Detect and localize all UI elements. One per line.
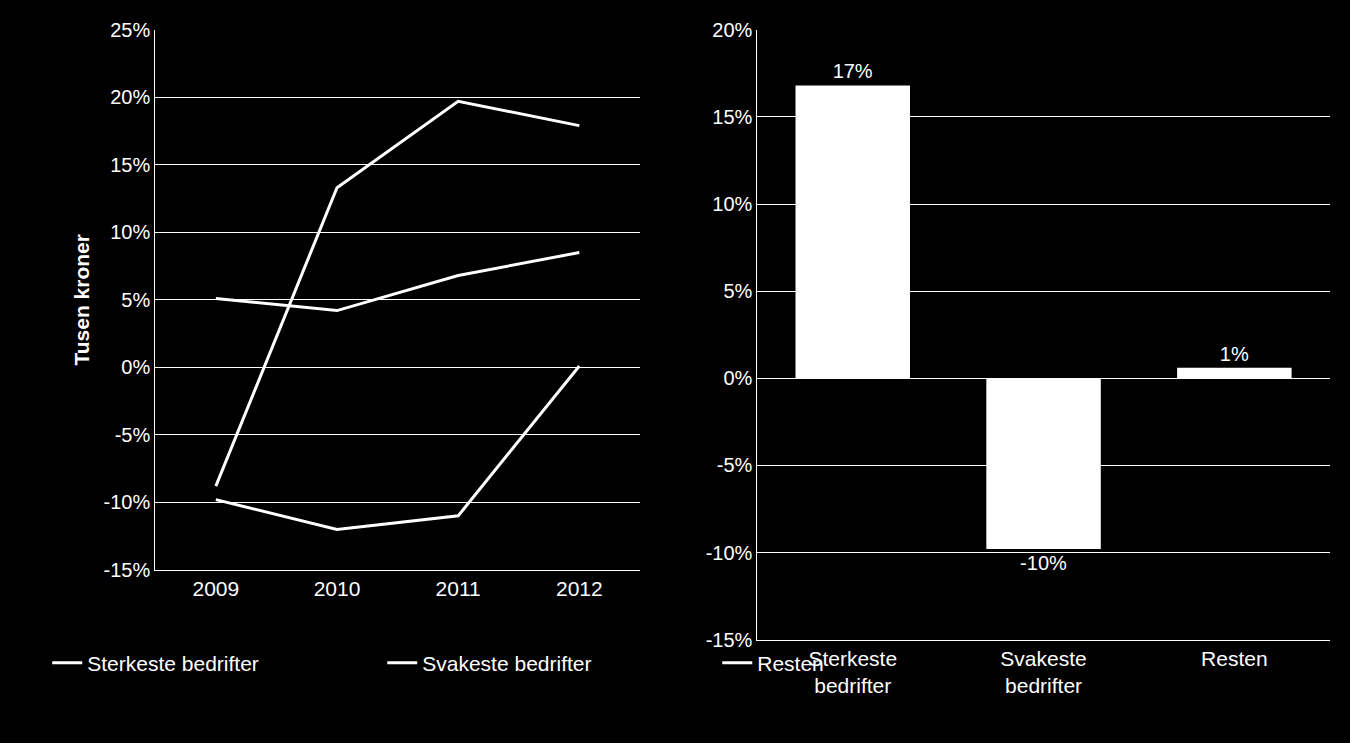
svg-text:15%: 15% xyxy=(110,154,150,176)
svg-text:20%: 20% xyxy=(110,86,150,108)
svg-text:2011: 2011 xyxy=(436,577,481,600)
svg-text:Resten: Resten xyxy=(757,652,824,675)
html-text:Sterkeste: Sterkeste xyxy=(808,646,898,670)
svg-text:15%: 15% xyxy=(712,106,752,128)
svg-text:2009: 2009 xyxy=(192,577,239,600)
svg-text:0%: 0% xyxy=(723,367,752,389)
svg-text:17%: 17% xyxy=(833,60,873,82)
svg-text:0%: 0% xyxy=(121,356,150,378)
svg-text:Svakeste bedrifter: Svakeste bedrifter xyxy=(422,652,591,675)
svg-text:-5%: -5% xyxy=(115,424,151,446)
svg-text:-10%: -10% xyxy=(104,491,151,513)
svg-text:5%: 5% xyxy=(723,280,752,302)
svg-text:-15%: -15% xyxy=(706,629,753,651)
svg-text:10%: 10% xyxy=(110,221,150,243)
svg-text:10%: 10% xyxy=(712,193,752,215)
svg-text:-5%: -5% xyxy=(717,454,753,476)
svg-text:Tusen kroner: Tusen kroner xyxy=(70,234,93,365)
svg-text:-10%: -10% xyxy=(1020,552,1067,574)
svg-text:25%: 25% xyxy=(110,19,150,41)
svg-text:20%: 20% xyxy=(712,19,752,41)
svg-text:Resten: Resten xyxy=(1201,647,1268,670)
svg-text:Svakestebedrifter: Svakestebedrifter xyxy=(1000,647,1086,697)
svg-text:1%: 1% xyxy=(1220,343,1249,365)
svg-text:2010: 2010 xyxy=(314,577,361,600)
svg-text:Sterkeste bedrifter: Sterkeste bedrifter xyxy=(87,652,259,675)
svg-text:2012: 2012 xyxy=(556,577,603,600)
svg-text:-10%: -10% xyxy=(706,542,753,564)
svg-text:-15%: -15% xyxy=(104,559,151,581)
svg-text:5%: 5% xyxy=(121,289,150,311)
html-text:bedrifter: bedrifter xyxy=(814,674,892,698)
